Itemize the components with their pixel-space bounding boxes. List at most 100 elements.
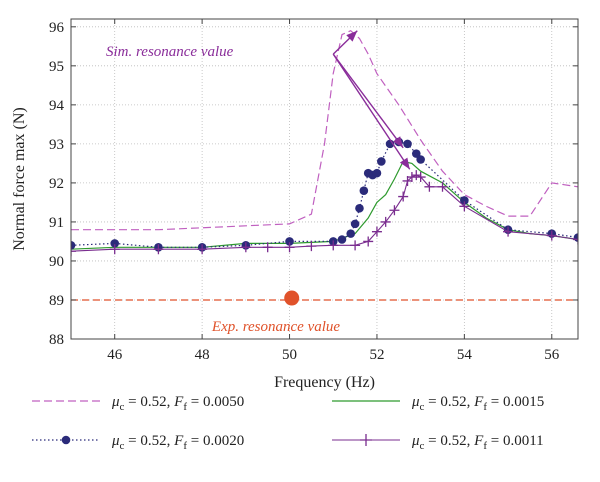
- annotations: Sim. resonance value Exp. resonance valu…: [106, 30, 411, 335]
- y-tick-label: 91: [49, 215, 64, 231]
- data-point: [411, 149, 421, 158]
- data-point: [337, 235, 347, 244]
- plot-series: [71, 29, 578, 301]
- data-point: [355, 203, 364, 213]
- sim-arrow-head: [399, 157, 410, 170]
- x-tick-label: 54: [457, 347, 473, 363]
- data-point: [109, 244, 120, 255]
- y-axis-label: Normal force max (N): [11, 107, 28, 251]
- x-tick-label: 56: [544, 347, 560, 363]
- legend-label-part: f: [483, 440, 487, 452]
- data-point: [363, 236, 374, 247]
- y-tick-label: 89: [49, 293, 64, 309]
- data-point: [71, 246, 76, 257]
- sim-arrow-head: [346, 30, 358, 42]
- legend-label-part: = 0.52,: [124, 394, 174, 410]
- legend-label-part: = 0.0020: [187, 433, 244, 449]
- legend-label-part: F: [473, 433, 484, 449]
- legend-label-part: μ: [411, 394, 420, 410]
- legend-label-part: f: [183, 440, 187, 452]
- data-point: [403, 139, 412, 149]
- data-point: [262, 242, 273, 253]
- legend: μc = 0.52, Ff = 0.0050 μc = 0.52, Ff = 0.…: [32, 394, 544, 452]
- legend-marker: [360, 434, 372, 446]
- legend-label-part: F: [173, 394, 184, 410]
- legend-marker: [61, 435, 71, 445]
- data-point: [71, 241, 76, 250]
- legend-label-part: = 0.0011: [487, 433, 544, 449]
- data-point: [415, 172, 426, 183]
- data-point: [460, 196, 469, 205]
- legend-label-part: μ: [411, 433, 420, 449]
- legend-item: μc = 0.52, Ff = 0.0011: [332, 433, 544, 452]
- data-point: [153, 244, 164, 255]
- x-tick-label: 46: [107, 347, 123, 363]
- legend-label-part: f: [483, 401, 487, 413]
- data-point: [350, 240, 361, 251]
- data-point: [350, 219, 360, 229]
- legend-label-part: F: [473, 394, 484, 410]
- data-point: [573, 234, 578, 245]
- experiment-point: [284, 290, 300, 306]
- legend-label-part: f: [183, 401, 187, 413]
- grid: [71, 19, 578, 340]
- data-point: [406, 172, 417, 183]
- sim-arrow-line: [332, 53, 411, 170]
- y-tick-label: 95: [49, 59, 64, 75]
- legend-label-part: μ: [111, 394, 120, 410]
- data-point: [416, 155, 425, 164]
- data-point: [459, 201, 470, 212]
- legend-label-part: = 0.52,: [424, 394, 474, 410]
- data-point: [546, 230, 557, 241]
- plot-frame: [70, 18, 579, 340]
- data-point: [285, 237, 294, 246]
- axis-ticks: 46 48 50 52 54 56 88 89 90 91 92 93 94 95 96: [49, 19, 578, 363]
- data-point: [328, 240, 339, 251]
- data-point: [197, 244, 208, 255]
- legend-label: μc = 0.52, Ff = 0.0020: [111, 433, 244, 452]
- data-point: [437, 181, 448, 192]
- exp-resonance-label: Exp. resonance value: [211, 319, 340, 335]
- y-tick-label: 93: [49, 137, 64, 153]
- data-point: [377, 157, 386, 166]
- legend-label-part: μ: [111, 433, 120, 449]
- x-axis-label: Frequency (Hz): [274, 374, 375, 391]
- series-line: [71, 141, 578, 248]
- data-point: [503, 226, 514, 237]
- legend-label-part: = 0.52,: [424, 433, 474, 449]
- y-tick-label: 94: [49, 98, 65, 114]
- y-tick-label: 92: [49, 176, 64, 192]
- sim-resonance-label: Sim. resonance value: [106, 44, 234, 60]
- x-tick-label: 52: [369, 347, 384, 363]
- legend-item: μc = 0.52, Ff = 0.0050: [32, 394, 244, 413]
- legend-label-part: c: [420, 440, 425, 452]
- y-tick-label: 88: [49, 332, 64, 348]
- data-point: [110, 239, 120, 248]
- data-point: [371, 226, 382, 237]
- sim-arrow-line: [332, 53, 404, 149]
- legend-label-part: c: [420, 401, 425, 413]
- x-tick-label: 50: [282, 347, 297, 363]
- y-tick-label: 96: [49, 20, 65, 36]
- legend-label: μc = 0.52, Ff = 0.0011: [411, 433, 544, 452]
- data-point: [240, 242, 251, 253]
- data-point: [389, 205, 400, 216]
- data-point: [359, 186, 369, 196]
- y-tick-label: 90: [49, 254, 64, 270]
- data-point: [398, 191, 409, 202]
- data-point: [424, 181, 435, 192]
- legend-item: μc = 0.52, Ff = 0.0020: [32, 433, 244, 452]
- data-point: [380, 216, 391, 227]
- legend-label-part: = 0.0015: [487, 394, 544, 410]
- legend-item: μc = 0.52, Ff = 0.0015: [332, 394, 544, 413]
- data-point: [284, 242, 295, 253]
- legend-label-part: c: [120, 440, 125, 452]
- data-point: [346, 229, 356, 238]
- legend-label-part: F: [173, 433, 184, 449]
- data-point: [411, 170, 422, 181]
- series-line: [71, 160, 578, 250]
- data-point: [372, 168, 382, 178]
- legend-label-part: c: [120, 401, 125, 413]
- legend-label: μc = 0.52, Ff = 0.0050: [111, 394, 244, 413]
